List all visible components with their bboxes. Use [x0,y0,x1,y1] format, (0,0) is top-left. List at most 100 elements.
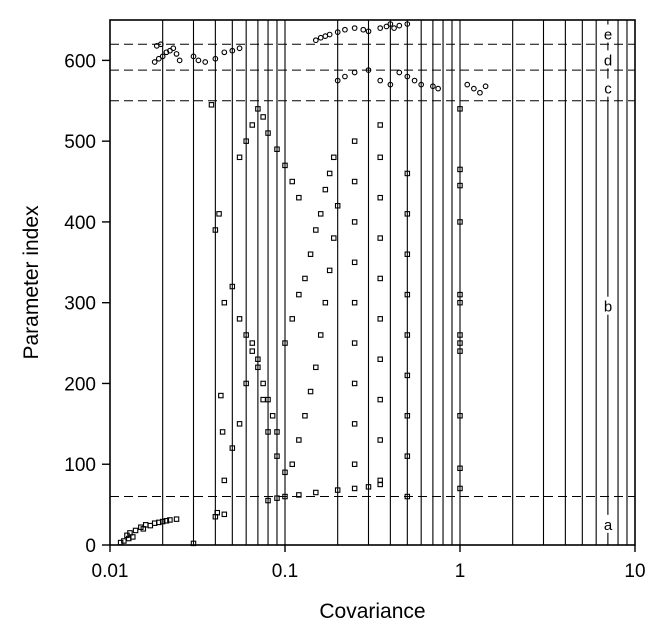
data-point [265,429,271,435]
data-point [219,429,226,435]
data-point [229,283,236,290]
data-point [471,85,477,92]
data-point [236,421,243,427]
data-point [282,340,288,346]
y-axis: 0 100 200 300 400 500 600 [64,51,110,557]
data-point [457,166,463,173]
data-point [457,219,463,225]
data-point [322,186,329,193]
x-tick-label: 0.1 [272,561,298,582]
data-point [265,130,271,136]
data-point [229,445,236,451]
data-point [212,55,219,62]
data-point [331,154,337,161]
data-point [351,299,358,306]
data-point [212,227,219,233]
data-point [302,413,308,419]
data-point [418,81,425,88]
data-point [260,380,266,387]
data-point [170,45,177,52]
data-point [351,219,358,225]
data-point [296,437,302,443]
x-tick-label: 0.01 [92,561,129,582]
data-point [302,275,308,282]
data-point [260,114,266,120]
data-point [360,26,367,33]
data-point [351,461,358,467]
data-point [457,291,463,298]
data-point [229,47,236,54]
data-point [307,251,314,257]
data-point [155,55,162,62]
data-point [282,162,288,169]
data-point [312,37,319,44]
data-point [457,299,463,306]
data-point [236,154,243,161]
data-point [255,356,261,362]
data-point [265,396,271,403]
data-point [126,535,132,542]
data-point [351,421,358,427]
data-point [289,178,295,185]
data-point [313,489,319,496]
data-point [457,182,463,189]
data-point [457,485,463,492]
data-point [307,388,314,395]
y-tick-label: 500 [64,132,96,153]
data-point [274,495,280,501]
region-label-bg [600,24,616,43]
plot-frame [109,19,636,546]
y-tick-label: 300 [64,294,96,315]
region-label-bg [600,296,616,315]
data-point [351,485,358,492]
data-point [132,527,139,534]
data-point [236,316,243,322]
data-point [377,437,383,443]
data-point [147,522,154,529]
region-label: c [604,81,612,98]
data-point [195,57,202,64]
data-point [190,53,197,60]
y-tick-label: 200 [64,374,96,395]
data-point [221,299,228,306]
data-point [334,203,341,209]
data-point [221,477,228,484]
data-point [216,211,222,217]
data-point [411,77,418,84]
data-point [387,81,394,88]
data-point [464,81,471,88]
y-tick-label: 600 [64,51,96,72]
data-point [236,45,243,52]
region-label-bg [600,78,616,97]
data-point [396,69,403,76]
data-point [140,526,147,532]
data-point [255,106,261,112]
data-point [326,170,333,177]
data-points [117,21,489,547]
data-point [377,194,383,201]
region-label: b [604,299,612,316]
data-point [365,484,372,490]
data-point [377,356,383,362]
data-point [457,465,463,472]
data-point [156,519,162,526]
data-point [296,194,302,201]
data-point [313,227,319,233]
region-label: a [604,517,613,534]
region-label-bg [600,514,616,533]
data-point [477,89,483,96]
data-point [163,518,170,524]
data-point [377,235,383,241]
data-point [377,396,383,403]
data-point [243,332,249,338]
data-point [265,497,271,504]
data-point [269,413,276,419]
data-point [404,170,411,177]
data-point [351,25,358,31]
data-point [214,509,220,516]
data-point [289,461,295,467]
y-tick-label: 0 [85,536,96,557]
data-point [404,493,411,500]
data-point [342,26,348,33]
